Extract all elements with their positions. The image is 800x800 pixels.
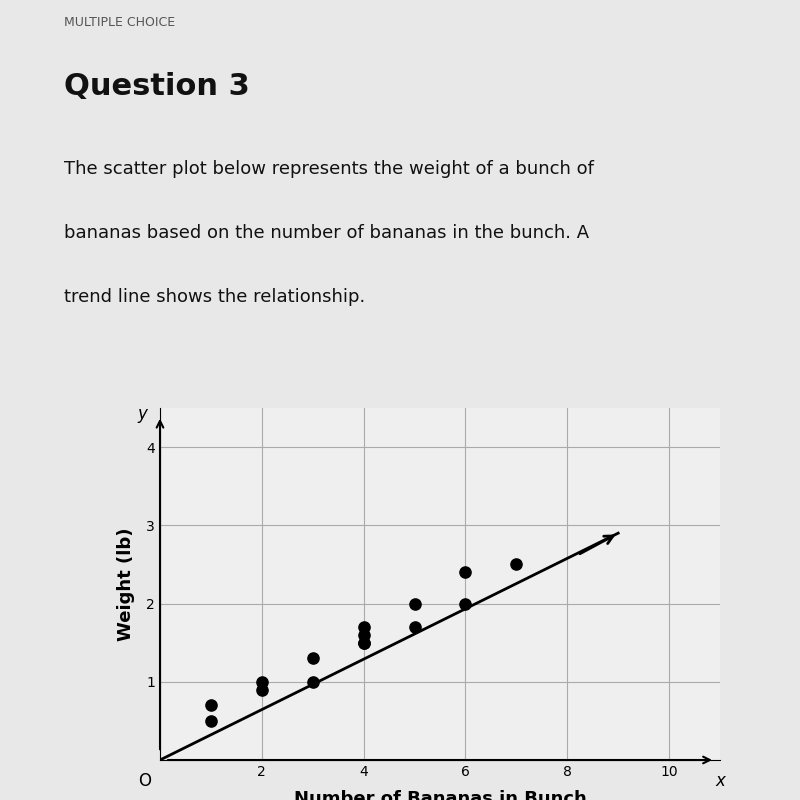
Point xyxy=(358,636,370,649)
Text: O: O xyxy=(138,772,151,790)
Point xyxy=(358,629,370,642)
Text: bananas based on the number of bananas in the bunch. A: bananas based on the number of bananas i… xyxy=(64,224,589,242)
Point xyxy=(205,699,218,712)
Point xyxy=(306,675,319,688)
Text: y: y xyxy=(138,406,147,423)
X-axis label: Number of Bananas in Bunch: Number of Bananas in Bunch xyxy=(294,790,586,800)
Point xyxy=(408,621,421,634)
Point xyxy=(205,714,218,727)
Text: Question 3: Question 3 xyxy=(64,72,250,101)
Point xyxy=(510,558,522,571)
Text: trend line shows the relationship.: trend line shows the relationship. xyxy=(64,288,366,306)
Text: MULTIPLE CHOICE: MULTIPLE CHOICE xyxy=(64,16,175,29)
Point xyxy=(459,566,472,578)
Y-axis label: Weight (lb): Weight (lb) xyxy=(117,527,135,641)
Text: The scatter plot below represents the weight of a bunch of: The scatter plot below represents the we… xyxy=(64,160,594,178)
Point xyxy=(255,683,268,696)
Point xyxy=(255,675,268,688)
Point xyxy=(459,597,472,610)
Text: x: x xyxy=(715,772,725,790)
Point xyxy=(306,652,319,665)
Point xyxy=(358,636,370,649)
Point xyxy=(408,597,421,610)
Point xyxy=(358,621,370,634)
